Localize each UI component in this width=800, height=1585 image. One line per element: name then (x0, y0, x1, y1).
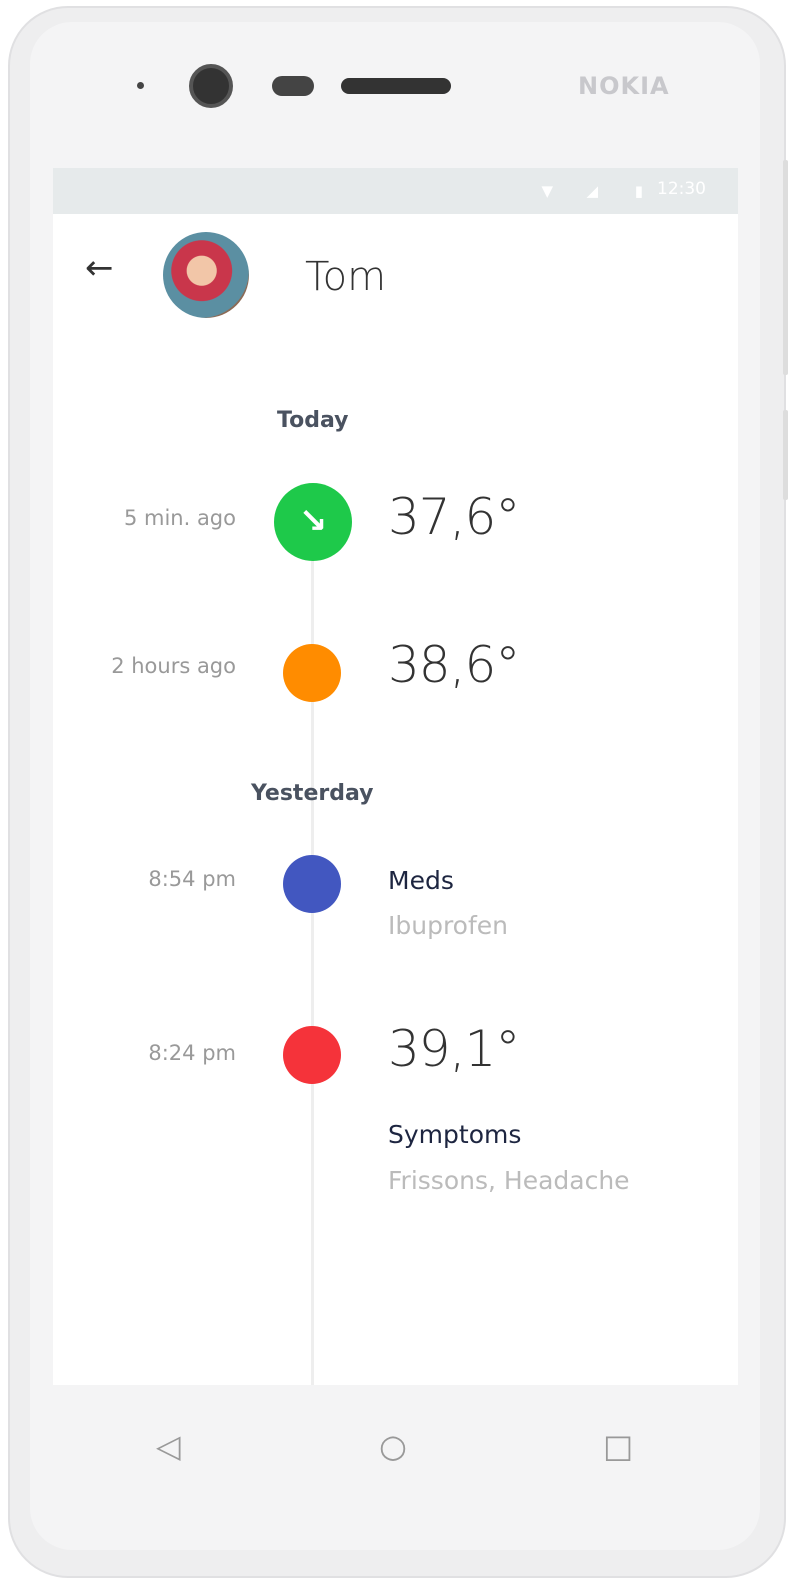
nav-back-button[interactable]: ◁ (156, 1427, 181, 1465)
arrow-down-right-icon[interactable]: ↘ (274, 483, 352, 561)
entry-temperature: 37,6° (388, 488, 520, 546)
power-button (783, 410, 788, 500)
entry-time: 8:24 pm (148, 1041, 236, 1065)
nav-recents-button[interactable]: □ (603, 1427, 634, 1465)
front-camera (189, 64, 233, 108)
entry-detail: Frissons, Headache (388, 1166, 630, 1195)
signal-icon: ◢ (586, 182, 598, 200)
status-dot[interactable] (283, 644, 341, 702)
status-dot[interactable] (283, 1026, 341, 1084)
entry-temperature: 39,1° (388, 1020, 520, 1078)
proximity-sensor (272, 76, 314, 96)
arrow-left-icon[interactable]: ← (85, 248, 114, 288)
entry-temperature: 38,6° (388, 636, 520, 694)
status-dot[interactable] (283, 855, 341, 913)
profile-name: Tom (305, 254, 387, 300)
wifi-icon: ▼ (541, 182, 553, 200)
status-bar: ▼ ◢ ▮ 12:30 (53, 168, 738, 214)
battery-icon: ▮ (634, 182, 643, 200)
screen: ▼ ◢ ▮ 12:30 ← Tom Today 5 min. ago ↘ 37,… (53, 168, 738, 1385)
section-today: Today (277, 408, 349, 433)
status-time: 12:30 (657, 179, 706, 199)
entry-time: 5 min. ago (123, 506, 236, 530)
speaker (341, 78, 451, 94)
volume-button (783, 160, 788, 375)
sensor (137, 82, 144, 89)
nav-home-button[interactable]: ○ (379, 1427, 407, 1465)
entry-time: 2 hours ago (111, 654, 236, 678)
entry-label: Symptoms (388, 1120, 522, 1149)
navigation-bar: ◁ ○ □ (53, 1385, 738, 1535)
section-yesterday: Yesterday (251, 781, 374, 806)
timeline-line (311, 528, 314, 1385)
entry-label: Meds (388, 866, 454, 895)
entry-detail: Ibuprofen (388, 911, 509, 940)
brand-logo: NOKIA (578, 72, 670, 100)
avatar[interactable] (163, 232, 249, 318)
entry-time: 8:54 pm (148, 867, 236, 891)
